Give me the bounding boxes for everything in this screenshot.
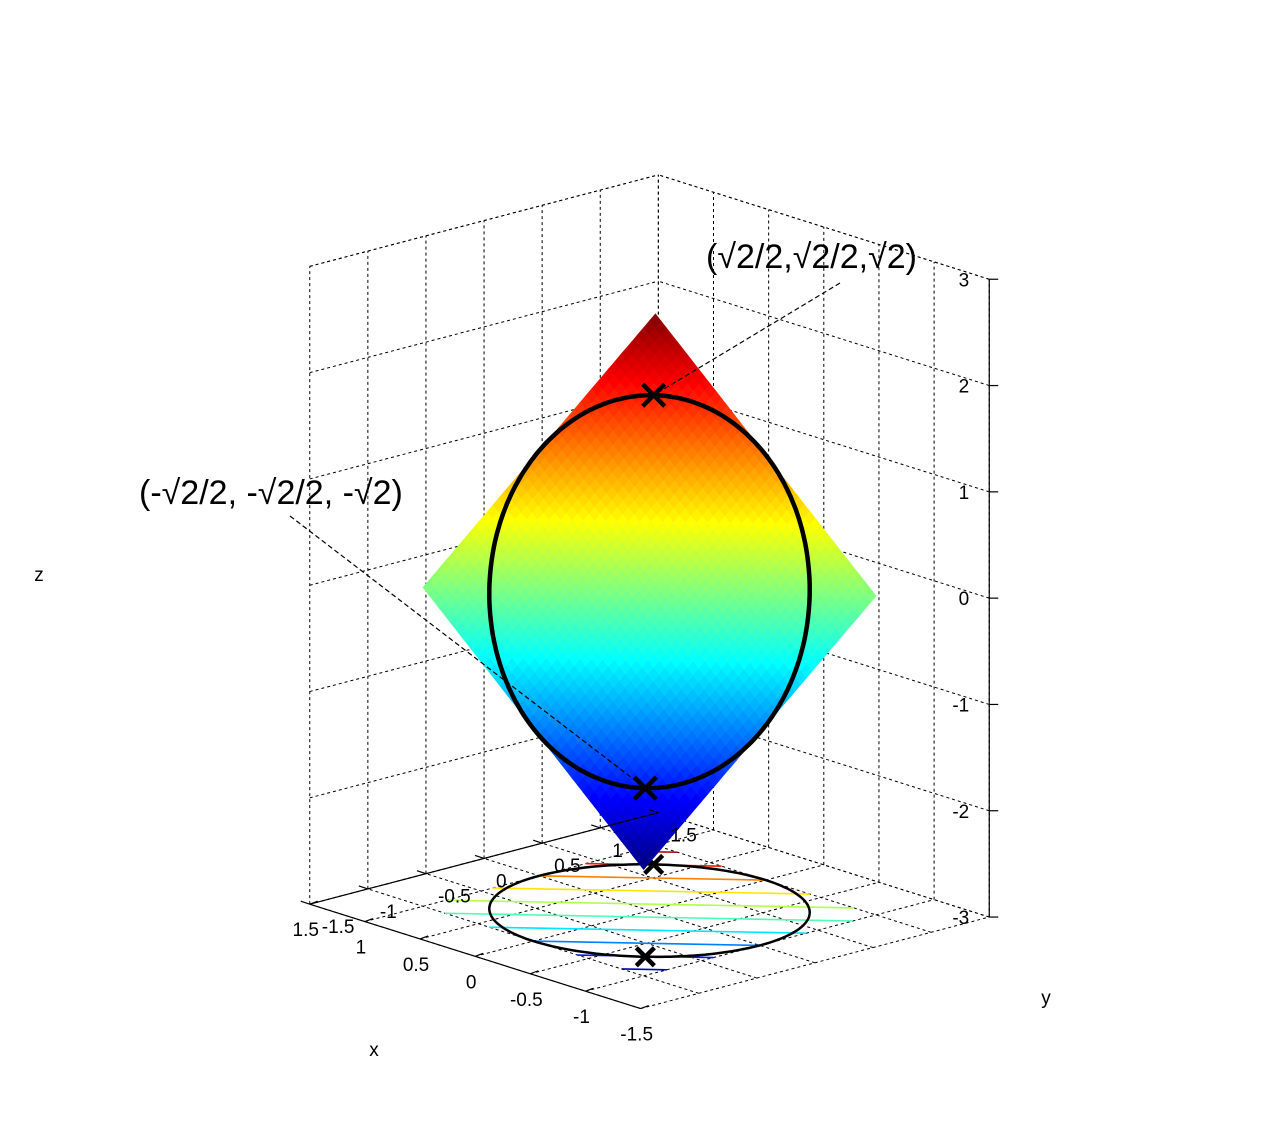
projected-circle bbox=[488, 853, 811, 968]
annotation-bottom-left: (-√2/2, -√2/2, -√2) bbox=[139, 474, 403, 512]
x-tick-label: -0.5 bbox=[510, 990, 543, 1011]
x-axis-label: x bbox=[369, 1040, 379, 1061]
y-tick bbox=[532, 839, 543, 844]
y-tick-label: -1 bbox=[380, 902, 397, 923]
y-tick-label: -1.5 bbox=[322, 917, 355, 938]
box-edge bbox=[309, 174, 659, 267]
y-tick-label: 1 bbox=[612, 841, 623, 862]
intersection-curve bbox=[289, 282, 841, 801]
annotation-leader bbox=[289, 515, 646, 789]
x-tick-label: 0 bbox=[466, 972, 477, 993]
grid-line bbox=[419, 846, 769, 940]
box-edge bbox=[658, 174, 990, 280]
z-tick-label: 3 bbox=[959, 270, 970, 291]
x-tick-label: 1.5 bbox=[293, 920, 319, 941]
contour-line bbox=[489, 926, 807, 934]
x-marker-stroke bbox=[643, 853, 665, 876]
x-tick bbox=[364, 917, 374, 923]
grid-line bbox=[530, 881, 880, 975]
y-tick-label: 0 bbox=[496, 871, 507, 892]
z-tick-label: -1 bbox=[952, 695, 969, 716]
grid-line bbox=[658, 280, 990, 387]
annotation-top-right: (√2/2,√2/2,√2) bbox=[706, 238, 917, 276]
grid-line bbox=[309, 280, 659, 374]
contour-line bbox=[533, 940, 760, 947]
z-tick-label: 2 bbox=[959, 377, 970, 398]
annotation-leader bbox=[653, 282, 841, 396]
z-tick-label: -2 bbox=[952, 802, 969, 823]
y-tick bbox=[474, 854, 485, 859]
plane-surface bbox=[422, 313, 877, 871]
x-marker-stroke bbox=[634, 946, 656, 968]
x-tick bbox=[419, 935, 429, 940]
y-tick bbox=[649, 809, 659, 814]
x-tick bbox=[309, 900, 318, 905]
contour-line bbox=[446, 899, 854, 909]
x-tick bbox=[474, 952, 484, 957]
y-tick bbox=[300, 900, 310, 905]
y-axis-label: y bbox=[1041, 988, 1051, 1009]
surface-point-marker bbox=[632, 775, 658, 801]
y-tick-label: 0.5 bbox=[554, 856, 580, 877]
z-tick-label: 1 bbox=[959, 483, 970, 504]
y-tick-label: -0.5 bbox=[438, 887, 471, 908]
x-tick bbox=[585, 987, 594, 992]
contour-line bbox=[539, 875, 766, 881]
floor-circle-path bbox=[488, 863, 811, 959]
z-axis-label: z bbox=[34, 565, 44, 586]
contour-line bbox=[445, 912, 853, 922]
x-marker-stroke bbox=[632, 775, 658, 801]
y-tick bbox=[416, 870, 427, 875]
x-tick-label: -1 bbox=[573, 1007, 590, 1028]
x-tick bbox=[640, 1004, 649, 1010]
contour-line bbox=[621, 968, 667, 971]
x-tick bbox=[530, 970, 539, 975]
z-tick-label: -3 bbox=[952, 908, 969, 929]
floor-point-marker bbox=[634, 946, 656, 968]
x-tick-label: 1 bbox=[356, 938, 367, 959]
grid-line bbox=[640, 916, 990, 1010]
curve-path bbox=[487, 392, 812, 791]
surface-patch bbox=[637, 855, 650, 871]
x-tick-label: -1.5 bbox=[620, 1025, 653, 1046]
y-tick bbox=[358, 885, 369, 890]
contour-line bbox=[492, 887, 810, 895]
contour-lines bbox=[445, 850, 854, 971]
y-tick bbox=[591, 824, 601, 829]
x-tick-label: 0.5 bbox=[403, 955, 429, 976]
y-tick-label: 1.5 bbox=[670, 826, 696, 847]
z-tick-label: 0 bbox=[959, 589, 970, 610]
